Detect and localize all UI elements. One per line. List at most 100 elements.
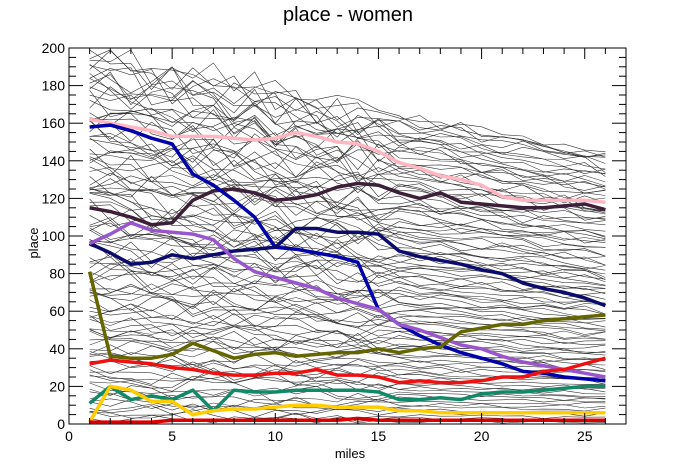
x-tick-label: 25 [577, 428, 593, 444]
axes-group: 0 20 40 60 80 100 120 140 160 180 200 0 5 10 15 20 25 [42, 40, 627, 444]
series-line-9 [88, 384, 606, 423]
background-series-line [89, 367, 606, 385]
background-series-line [89, 299, 606, 337]
background-series-line [89, 108, 606, 188]
background-series-line [89, 94, 606, 191]
background-series-line [89, 217, 606, 280]
y-axis-label: place [26, 227, 41, 258]
background-series-line [89, 156, 606, 237]
background-series-line [89, 317, 606, 349]
y-tick-label: 100 [42, 228, 66, 244]
background-series-line [89, 257, 606, 305]
background-series-line [89, 269, 606, 318]
background-series-line [89, 308, 606, 344]
background-series-line [89, 238, 606, 295]
background-series-line [89, 136, 606, 214]
series-line-4 [88, 226, 607, 308]
background-series-line [89, 263, 606, 315]
background-series-line [89, 315, 606, 353]
x-tick-label: 5 [168, 428, 176, 444]
x-axis-label: miles [335, 446, 366, 461]
x-tick-label: 20 [474, 428, 490, 444]
x-tick-label: 10 [268, 428, 284, 444]
y-tick-label: 200 [42, 40, 66, 56]
background-series-line [89, 382, 606, 400]
y-tick-label: 40 [49, 341, 65, 357]
background-series-line [89, 178, 606, 248]
series-line-6 [87, 271, 606, 360]
background-series-line [89, 268, 606, 315]
background-series-line [89, 378, 606, 397]
series-line-2 [89, 181, 606, 227]
background-series-line [89, 352, 606, 377]
background-series-line [89, 86, 606, 175]
background-series-line [89, 328, 606, 356]
background-series-line [89, 67, 606, 164]
background-series-line [89, 274, 606, 320]
background-series-line [89, 192, 606, 259]
highlighted-series-group [87, 117, 607, 424]
background-series-line [89, 201, 606, 270]
background-series-line [89, 110, 606, 194]
background-series-line [89, 150, 606, 224]
background-series-line [89, 63, 606, 158]
background-series-line [89, 245, 606, 295]
background-series-line [89, 65, 606, 170]
series-line-10 [89, 416, 606, 424]
background-series-line [89, 362, 606, 385]
background-series-line [89, 50, 606, 158]
background-series-line [89, 371, 606, 390]
background-series-line [89, 314, 606, 346]
background-series-line [89, 189, 606, 257]
background-series-line [89, 288, 606, 330]
background-series-line [89, 334, 606, 363]
background-series-line [89, 253, 606, 305]
y-tick-label: 80 [49, 266, 65, 282]
y-tick-label: 120 [42, 190, 66, 206]
background-series-line [89, 187, 606, 248]
background-series-line [89, 323, 606, 354]
background-series-line [89, 71, 606, 177]
background-series-line [89, 305, 606, 340]
series-line-1 [89, 117, 606, 204]
series-line-7 [89, 356, 606, 385]
y-tick-label: 60 [49, 303, 65, 319]
background-series-line [89, 149, 606, 226]
background-series-line [89, 49, 606, 153]
background-series-line [89, 256, 606, 309]
background-series-line [89, 158, 606, 240]
y-tick-label: 20 [49, 378, 65, 394]
background-series-line [89, 188, 606, 257]
background-series-line [89, 155, 606, 232]
background-series-line [89, 283, 606, 324]
background-series-line [89, 330, 606, 362]
background-series-line [89, 49, 606, 157]
background-series-line [89, 369, 606, 393]
background-series-line [89, 289, 606, 335]
x-tick-label: 15 [371, 428, 387, 444]
y-tick-label: 180 [42, 78, 66, 94]
background-series-line [89, 241, 606, 300]
background-series-line [89, 172, 606, 244]
background-series-line [89, 192, 606, 266]
x-tick-label: 0 [65, 428, 73, 444]
background-series-line [89, 283, 606, 328]
background-series-line [89, 74, 606, 173]
background-series-line [89, 139, 606, 220]
background-series-line [89, 338, 606, 366]
y-tick-label: 140 [42, 153, 66, 169]
series-line-5 [88, 221, 606, 379]
background-series-line [89, 344, 606, 371]
series-line-3 [89, 123, 606, 383]
background-series-line [89, 329, 606, 360]
y-tick-label: 160 [42, 115, 66, 131]
series-line-8 [88, 384, 606, 413]
background-series-line [89, 78, 606, 174]
background-series-line [89, 219, 606, 283]
y-tick-label: 0 [57, 416, 65, 432]
background-series-line [89, 148, 606, 220]
chart-title: place - women [282, 4, 414, 26]
background-series-line [89, 392, 606, 407]
background-series-line [89, 204, 606, 275]
